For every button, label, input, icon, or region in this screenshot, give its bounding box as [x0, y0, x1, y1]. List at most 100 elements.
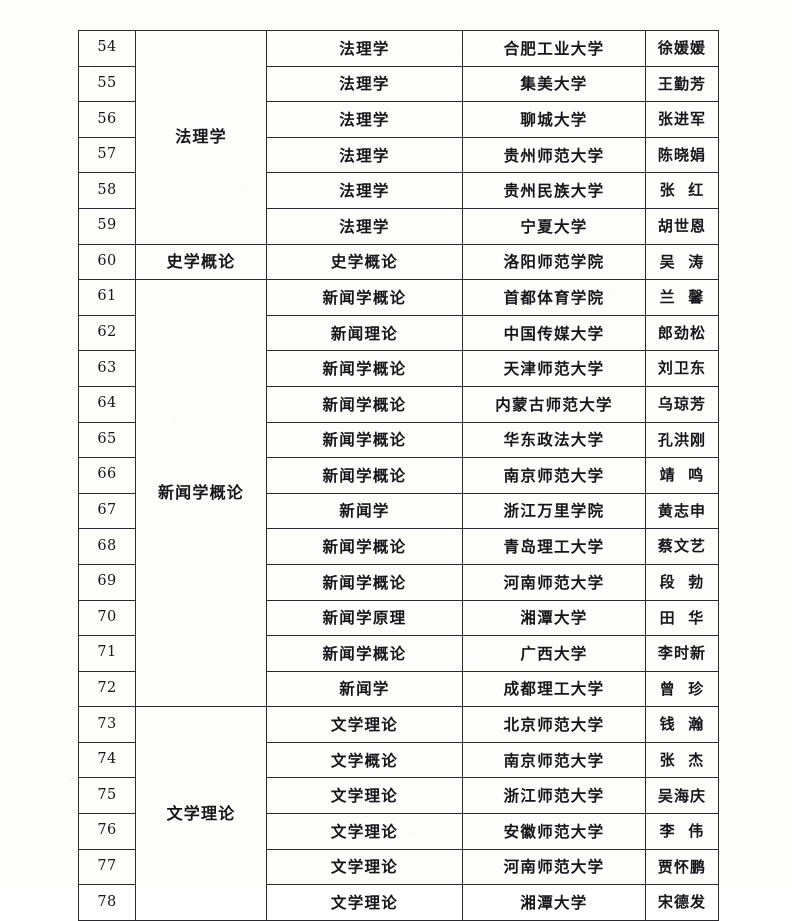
cell-person-name: 徐媛媛: [645, 30, 719, 67]
cell-person-name: 黄志申: [645, 492, 719, 530]
cell-course-name: 法理学: [266, 136, 463, 174]
cell-index: 60: [78, 243, 136, 281]
cell-index: 59: [78, 207, 136, 245]
cell-person-name: 张进军: [645, 101, 719, 138]
cell-school: 北京师范大学: [462, 706, 646, 743]
cell-school: 青岛理工大学: [462, 528, 646, 565]
cell-index: 66: [78, 457, 136, 494]
cell-person-name: 靖 鸣: [645, 457, 719, 494]
cell-person-name: 乌琼芳: [645, 385, 719, 423]
table-row: 64 新闻学概论 内蒙古师范大学 乌琼芳: [78, 385, 719, 423]
table-row: 71 新闻学概论 广西大学 李时新: [78, 635, 719, 672]
cell-group-label: 文学理论: [135, 706, 267, 921]
table-sheet: 54 法理学 法理学 合肥工业大学 徐媛媛 55 法理学 集美大学 王勤芳 56 法理学 聊城大学 张进…: [78, 30, 719, 921]
cell-person-name: 李 伟: [645, 813, 719, 850]
table-row: 55 法理学 集美大学 王勤芳: [78, 65, 719, 103]
table-body: 54 法理学 法理学 合肥工业大学 徐媛媛 55 法理学 集美大学 王勤芳 56 法理学 聊城大学 张进…: [78, 30, 719, 921]
cell-course-name: 法理学: [266, 101, 463, 138]
cell-index: 76: [78, 813, 136, 850]
cell-index: 78: [78, 884, 136, 921]
cell-course-name: 新闻学概论: [266, 528, 463, 565]
cell-course-name: 法理学: [266, 172, 463, 209]
cell-index: 63: [78, 350, 136, 387]
cell-index: 61: [78, 279, 136, 316]
cell-school: 南京师范大学: [462, 741, 646, 779]
cell-person-name: 钱 瀚: [645, 706, 719, 743]
table-row: 74 文学概论 南京师范大学张 杰: [78, 741, 719, 779]
cell-index: 77: [78, 848, 136, 886]
cell-person-name: 孔洪刚: [645, 421, 719, 459]
cell-course-name: 文学概论: [266, 741, 463, 779]
cell-person-name: 刘卫东: [645, 350, 719, 387]
table-row: 70 新闻学原理 湘潭大学田 华: [78, 599, 719, 637]
cell-index: 73: [78, 706, 136, 743]
cell-school: 内蒙古师范大学: [462, 385, 646, 423]
cell-school: 浙江万里学院: [462, 492, 646, 530]
cell-person-name: 吴海庆: [645, 777, 719, 815]
cell-person-name: 张 红: [645, 172, 719, 209]
cell-course-name: 法理学: [266, 65, 463, 103]
cell-school: 集美大学: [462, 65, 646, 103]
cell-course-name: 文学理论: [266, 777, 463, 815]
cell-person-name: 段 勃: [645, 563, 719, 601]
cell-person-name: 曾 珍: [645, 670, 719, 708]
cell-index: 72: [78, 670, 136, 708]
table-row: 63 新闻学概论 天津师范大学 刘卫东: [78, 350, 719, 387]
table-row: 62 新闻理论 中国传媒大学 郎劲松: [78, 314, 719, 352]
table-row: 65 新闻学概论 华东政法大学 孔洪刚: [78, 421, 719, 459]
cell-index: 62: [78, 314, 136, 352]
cell-index: 57: [78, 136, 136, 174]
cell-person-name: 吴 涛: [645, 243, 719, 281]
cell-school: 成都理工大学: [462, 670, 646, 708]
cell-person-name: 宋德发: [645, 884, 719, 921]
cell-course-name: 新闻学概论: [266, 350, 463, 387]
cell-person-name: 贾怀鹏: [645, 848, 719, 886]
cell-school: 聊城大学: [462, 101, 646, 138]
cell-school: 天津师范大学: [462, 350, 646, 387]
cell-index: 68: [78, 528, 136, 565]
cell-course-name: 新闻学: [266, 670, 463, 708]
cell-index: 54: [78, 30, 136, 67]
cell-course-name: 法理学: [266, 207, 463, 245]
table-row: 57 法理学 贵州师范大学 陈晓娟: [78, 136, 719, 174]
cell-course-name: 新闻学: [266, 492, 463, 530]
cell-course-name: 新闻学概论: [266, 279, 463, 316]
cell-index: 55: [78, 65, 136, 103]
cell-course-name: 新闻理论: [266, 314, 463, 352]
cell-person-name: 蔡文艺: [645, 528, 719, 565]
table-row: 59 法理学 宁夏大学 胡世恩: [78, 207, 719, 245]
cell-course-name: 文学理论: [266, 706, 463, 743]
cell-school: 河南师范大学: [462, 848, 646, 886]
cell-index: 70: [78, 599, 136, 637]
cell-school: 宁夏大学: [462, 207, 646, 245]
cell-school: 湘潭大学: [462, 599, 646, 637]
cell-index: 67: [78, 492, 136, 530]
cell-person-name: 兰 馨: [645, 279, 719, 316]
table-row: 77 文学理论 河南师范大学 贾怀鹏: [78, 848, 719, 886]
cell-course-name: 文学理论: [266, 848, 463, 886]
cell-school: 广西大学: [462, 635, 646, 672]
cell-group-label: 新闻学概论: [135, 279, 267, 708]
cell-person-name: 李时新: [645, 635, 719, 672]
table-row: 56 法理学 聊城大学 张进军: [78, 101, 719, 138]
table-row: 58 法理学 贵州民族大学张 红: [78, 172, 719, 209]
cell-course-name: 新闻学概论: [266, 421, 463, 459]
cell-school: 浙江师范大学: [462, 777, 646, 815]
cell-school: 安徽师范大学: [462, 813, 646, 850]
cell-school: 首都体育学院: [462, 279, 646, 316]
table-row: 54 法理学 法理学 合肥工业大学 徐媛媛: [78, 30, 719, 245]
cell-person-name: 胡世恩: [645, 207, 719, 245]
cell-course-name: 文学理论: [266, 813, 463, 850]
table-row: 60 史学概论 史学概论 洛阳师范学院吴 涛: [78, 243, 719, 281]
cell-school: 贵州民族大学: [462, 172, 646, 209]
cell-person-name: 王勤芳: [645, 65, 719, 103]
cell-school: 洛阳师范学院: [462, 243, 646, 281]
table-row: 73 文学理论 文学理论 北京师范大学钱 瀚: [78, 706, 719, 921]
cell-school: 南京师范大学: [462, 457, 646, 494]
cell-course-name: 新闻学原理: [266, 599, 463, 637]
cell-index: 71: [78, 635, 136, 672]
cell-school: 贵州师范大学: [462, 136, 646, 174]
cell-group-label: 法理学: [135, 30, 267, 245]
cell-school: 河南师范大学: [462, 563, 646, 601]
cell-school: 中国传媒大学: [462, 314, 646, 352]
